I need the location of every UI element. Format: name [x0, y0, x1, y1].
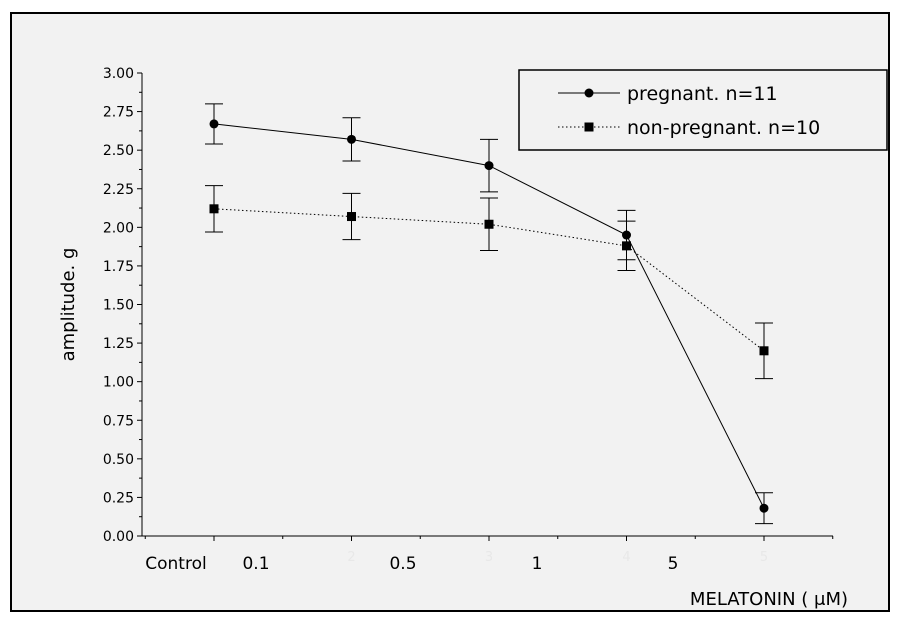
data-point-non-pregnant: [484, 219, 494, 229]
y-tick-label: 2.50: [103, 143, 134, 159]
y-tick-label: 2.00: [103, 220, 134, 236]
data-point-pregnant: [209, 119, 219, 129]
x-category-label: 0.5: [389, 554, 416, 574]
x-axis-title: MELATONIN ( μM): [690, 589, 848, 610]
x-category-label: 0.1: [242, 554, 269, 574]
y-tick-label: 2.75: [103, 105, 134, 121]
chart-svg: 0.00 0.25 0.50 0.75 1.00 1.25 1.50 1.75 2.00 2.25…: [58, 66, 888, 610]
y-tick-label: 2.25: [103, 182, 134, 198]
data-point-non-pregnant: [347, 212, 356, 222]
y-tick-label: 0.00: [103, 529, 134, 545]
x-faint-tick-label: 4: [622, 550, 630, 565]
y-axis-title: amplitude. g: [58, 248, 79, 362]
x-category-label: 1: [532, 554, 543, 574]
y-tick-label: 1.00: [103, 375, 134, 391]
legend-box: [518, 69, 888, 151]
y-tick-label: 0.50: [103, 452, 134, 468]
legend-marker-square: [584, 122, 594, 132]
legend-marker-circle: [584, 88, 594, 98]
x-category-label: Control: [145, 554, 206, 574]
y-tick-label: 1.75: [103, 259, 134, 275]
y-tick-label: 0.25: [103, 490, 134, 506]
legend-label: non-pregnant. n=10: [627, 117, 820, 139]
y-tick-label: 3.00: [103, 66, 134, 82]
data-point-pregnant: [347, 134, 356, 144]
data-point-pregnant: [484, 161, 494, 171]
x-faint-tick-label: 5: [760, 550, 768, 565]
x-faint-tick-label: 2: [347, 550, 355, 565]
x-category-label: 5: [668, 554, 679, 574]
y-tick-label: 0.75: [103, 413, 134, 429]
data-point-non-pregnant: [759, 346, 769, 356]
data-point-non-pregnant: [209, 204, 219, 214]
data-point-pregnant: [759, 503, 769, 513]
x-faint-tick-label: 3: [485, 550, 493, 565]
legend-label: pregnant. n=11: [627, 83, 778, 105]
series-line-non-pregnant: [213, 208, 765, 352]
y-tick-label: 1.25: [103, 336, 134, 352]
chart-frame: 0.00 0.25 0.50 0.75 1.00 1.25 1.50 1.75 2.00 2.25…: [10, 12, 890, 612]
data-point-non-pregnant: [622, 241, 631, 251]
y-tick-label: 1.50: [103, 298, 134, 314]
